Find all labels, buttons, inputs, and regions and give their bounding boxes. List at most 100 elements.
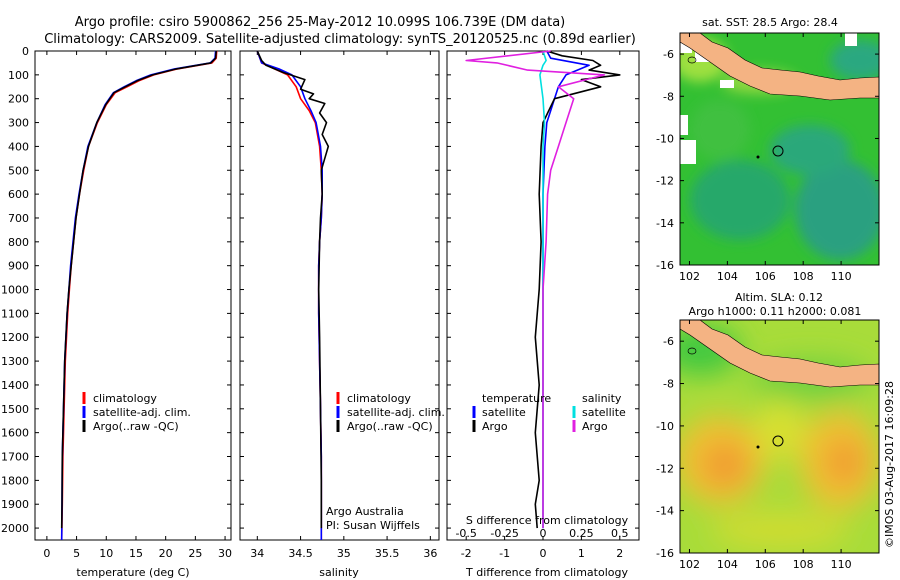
y-tick-label: 300 — [8, 117, 29, 130]
difference-legend: temperature satellite Argo salinity sate… — [472, 392, 626, 433]
y-tick-label: 2000 — [1, 522, 29, 535]
map-y-tick-label: -6 — [663, 335, 674, 348]
map-x-tick-label: 108 — [793, 558, 814, 571]
x-tick-label: 34.5 — [288, 547, 313, 560]
series-temperature-argo — [534, 50, 621, 529]
map-y-tick-label: -16 — [656, 259, 674, 272]
series-climatology — [256, 50, 324, 540]
series-argo-raw-qc — [256, 50, 330, 529]
x-tick-label: -1 — [499, 547, 510, 560]
x-tick-label: 34 — [250, 547, 264, 560]
map-y-tick-label: -14 — [656, 217, 674, 230]
sst-map — [680, 33, 879, 265]
pi-label: PI: Susan Wijffels — [326, 519, 420, 532]
legend-climatology: climatology — [93, 392, 157, 405]
x-tick-label: 5 — [73, 547, 80, 560]
x-tick-label: 36 — [423, 547, 437, 560]
sst-map-title: sat. SST: 28.5 Argo: 28.4 — [702, 16, 838, 29]
legend-s-argo: Argo — [582, 420, 608, 433]
legend-t-argo: Argo — [482, 420, 508, 433]
map-x-tick-label: 104 — [717, 270, 738, 283]
y-tick-label: 1700 — [1, 451, 29, 464]
x-tick2-label: -0.25 — [490, 527, 518, 540]
difference-axes: -2 -1 0 1 2 -0.5 -0.25 0 0.25 0.5 — [447, 50, 639, 560]
legend-salinity-title: salinity — [582, 392, 622, 405]
legend-climatology: climatology — [347, 392, 411, 405]
series-satellite-adj-clim — [60, 50, 217, 541]
series-satellite-adj-clim — [256, 50, 324, 540]
x-tick-label: 15 — [129, 547, 143, 560]
y-tick-label: 1000 — [1, 284, 29, 297]
x-tick2-label: 0.25 — [569, 527, 594, 540]
y-tick-label: 1100 — [1, 307, 29, 320]
map-x-tick-label: 104 — [717, 558, 738, 571]
series-salinity-argo — [465, 50, 606, 529]
s-difference-xlabel: S difference from climatology — [466, 514, 629, 527]
map-y-tick-label: -12 — [656, 462, 674, 475]
sla-island — [687, 347, 697, 355]
legend-s-satellite: satellite — [582, 406, 626, 419]
salinity-xlabel: salinity — [319, 566, 359, 579]
sla-argo-position — [772, 435, 784, 447]
map-y-tick-label: -6 — [663, 48, 674, 61]
y-tick-label: 800 — [8, 236, 29, 249]
y-tick-label: 500 — [8, 164, 29, 177]
map-x-tick-label: 110 — [831, 270, 852, 283]
x-tick-label: 25 — [188, 547, 202, 560]
legend-t-satellite: satellite — [482, 406, 526, 419]
sla-map-title: Altim. SLA: 0.12 — [735, 291, 823, 304]
map-y-tick-label: -8 — [663, 378, 674, 391]
y-tick-label: 400 — [8, 140, 29, 153]
x-tick-label: 30 — [218, 547, 232, 560]
y-tick-label: 1400 — [1, 379, 29, 392]
map-y-tick-label: -16 — [656, 547, 674, 560]
salinity-legend: climatology satellite-adj. clim. Argo(..… — [336, 392, 445, 433]
y-tick-label: 600 — [8, 188, 29, 201]
sla-map — [680, 320, 879, 553]
x-tick-label: 0 — [43, 547, 50, 560]
y-tick-label: 700 — [8, 212, 29, 225]
t-difference-xlabel: T difference from climatology — [465, 566, 628, 579]
difference-series — [465, 50, 621, 529]
map-x-tick-label: 110 — [831, 558, 852, 571]
legend-satellite: satellite-adj. clim. — [347, 406, 445, 419]
sst-argo-position — [772, 145, 784, 157]
header-line1: Argo profile: csiro 5900862_256 25-May-2… — [75, 15, 566, 30]
y-tick-label: 200 — [8, 93, 29, 106]
institution-label: Argo Australia — [326, 505, 404, 518]
sst-land-java — [680, 33, 879, 101]
x-tick2-label: 0.5 — [611, 527, 629, 540]
x-tick-label: -2 — [461, 547, 472, 560]
sla-map-frame — [679, 319, 880, 554]
legend-argo: Argo(..raw -QC) — [93, 420, 179, 433]
map-y-tick-label: -8 — [663, 90, 674, 103]
map-y-tick-label: -10 — [656, 132, 674, 145]
y-tick-label: 1800 — [1, 474, 29, 487]
sla-map-ticks: 102 104 106 108 110 -6 -8 -10 -12 -14 -16 — [656, 320, 879, 571]
x-tick2-label: 0 — [540, 527, 547, 540]
sla-small-island — [756, 445, 760, 449]
y-tick-label: 0 — [22, 45, 29, 58]
y-tick-label: 1500 — [1, 403, 29, 416]
map-x-tick-label: 102 — [679, 270, 700, 283]
map-x-tick-label: 108 — [793, 270, 814, 283]
y-tick-label: 1200 — [1, 331, 29, 344]
sst-map-frame — [679, 32, 880, 266]
temperature-xlabel: temperature (deg C) — [76, 566, 189, 579]
map-x-tick-label: 102 — [679, 558, 700, 571]
x-tick-label: 2 — [616, 547, 623, 560]
sst-map-ticks: 102 104 106 108 110 -6 -8 -10 -12 -14 -16 — [656, 33, 879, 283]
temperature-panel-frame — [34, 50, 232, 541]
map-y-tick-label: -14 — [656, 505, 674, 518]
salinity-series — [256, 50, 330, 540]
timestamp-label: ©IMOS 03-Aug-2017 16:09:28 — [883, 381, 896, 548]
y-tick-label: 1900 — [1, 498, 29, 511]
temperature-legend: climatology satellite-adj. clim. Argo(..… — [82, 392, 191, 433]
temperature-axes: 0100200300400500600700800900100011001200… — [1, 45, 232, 560]
map-y-tick-label: -12 — [656, 175, 674, 188]
map-x-tick-label: 106 — [755, 270, 776, 283]
x-tick2-label: -0.5 — [455, 527, 476, 540]
y-tick-label: 900 — [8, 260, 29, 273]
y-tick-label: 100 — [8, 69, 29, 82]
